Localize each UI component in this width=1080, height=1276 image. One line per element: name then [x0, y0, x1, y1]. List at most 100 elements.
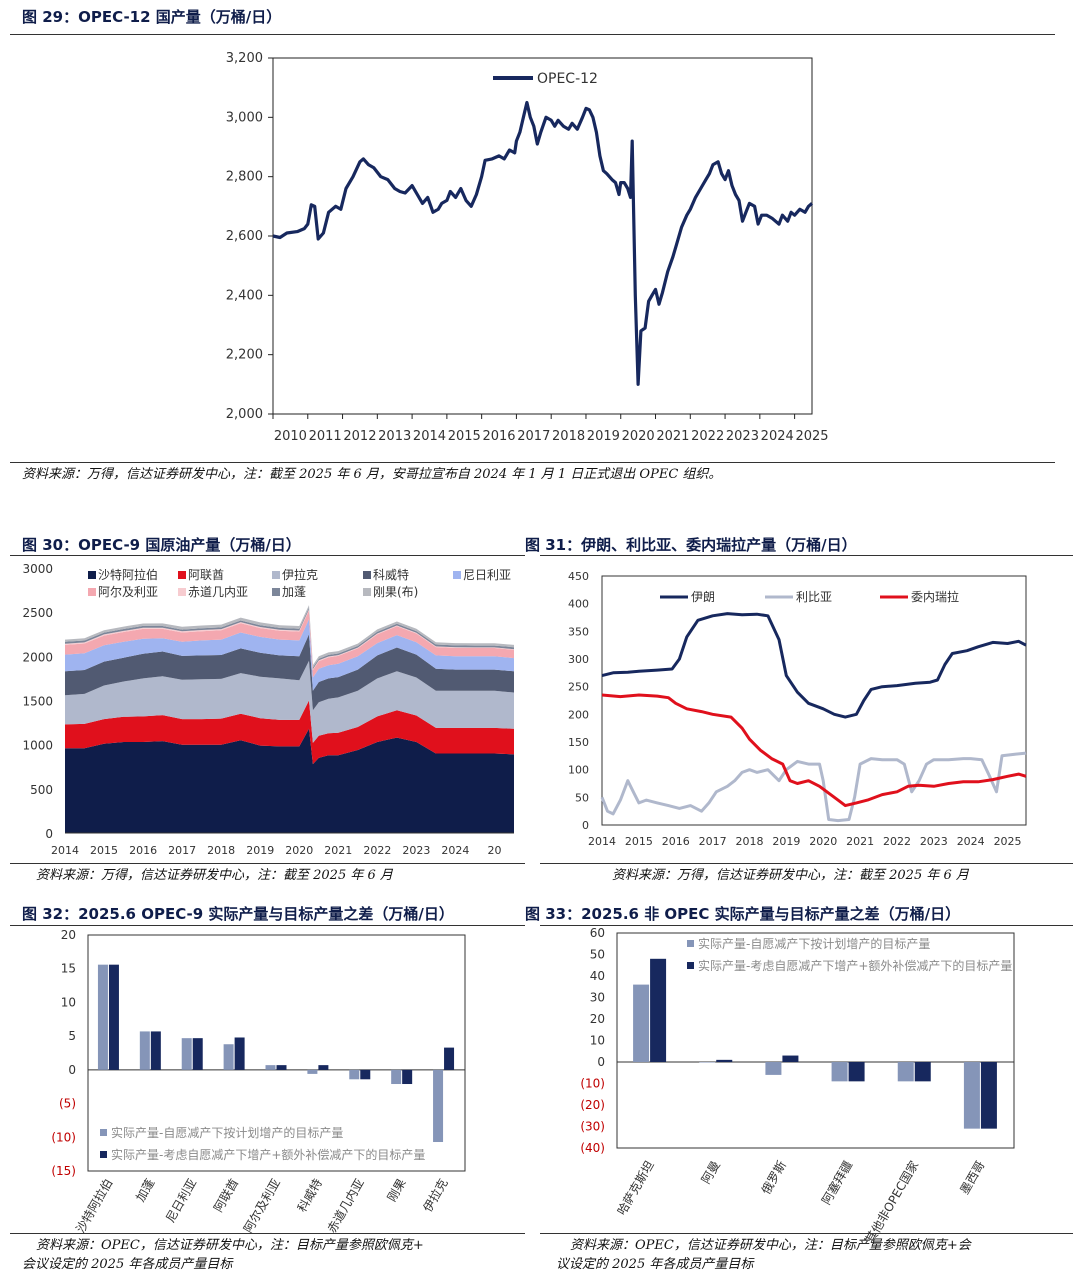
category-label: 阿联酋	[210, 1176, 241, 1215]
x-tick-label: 2021	[846, 835, 874, 848]
fig30-source: 资料来源：万得，信达证券研发中心，注：截至 2025 年 6 月	[36, 868, 393, 883]
plot-frame	[616, 932, 1015, 1149]
bar-0-5	[963, 1062, 980, 1129]
x-tick-label: 2024	[441, 844, 469, 857]
x-tick-label: 2016	[482, 429, 515, 444]
legend-label: 伊拉克	[282, 567, 318, 582]
bar-1-1	[716, 1059, 733, 1062]
legend-swatch	[178, 588, 186, 596]
category-label: 加蓬	[133, 1176, 157, 1204]
fig31-source: 资料来源：万得，信达证券研发中心，注：截至 2025 年 6 月	[612, 868, 969, 883]
y-tick-label: 0	[597, 1055, 605, 1069]
category-label: 科威特	[294, 1176, 325, 1215]
x-tick-label: 2023	[402, 844, 430, 857]
y-tick-label: 2,200	[226, 348, 263, 363]
legend-label: 阿联酋	[188, 567, 224, 582]
x-tick-label: 2023	[920, 835, 948, 848]
legend-swatch	[453, 571, 461, 579]
y-tick-label: 2000	[22, 650, 53, 664]
category-label: 尼日利亚	[163, 1176, 199, 1225]
x-tick-label: 2017	[699, 835, 727, 848]
bar-1-6	[360, 1069, 371, 1080]
bar-0-4	[897, 1062, 914, 1082]
plot-frame	[601, 575, 1027, 826]
y-tick-label: 20	[61, 928, 76, 942]
y-tick-label: 1000	[22, 739, 53, 753]
category-label: 沙特阿拉伯	[73, 1176, 116, 1235]
x-tick-label: 2020	[622, 429, 655, 444]
legend-swatch	[88, 588, 96, 596]
x-tick-label: 2024	[957, 835, 985, 848]
fig33-source-line1: 资料来源：OPEC，信达证券研发中心，注：目标产量参照欧佩克+会	[570, 1238, 971, 1253]
x-tick-label: 2011	[309, 429, 342, 444]
bar-0-4	[265, 1065, 276, 1070]
x-tick-label: 2018	[207, 844, 235, 857]
fig32-source-line1: 资料来源：OPEC，信达证券研发中心，注：目标产量参照欧佩克+	[36, 1238, 424, 1253]
x-tick-label: 2017	[168, 844, 196, 857]
legend-label: 伊朗	[691, 590, 715, 604]
bar-0-1	[699, 1062, 716, 1063]
fig29-title: 图 29：OPEC-12 国产量（万桶/日）	[22, 8, 282, 26]
y-tick-label: 50	[590, 948, 605, 962]
fig29-source: 资料来源：万得，信达证券研发中心，注：截至 2025 年 6 月，安哥拉宣布自 …	[22, 467, 722, 482]
y-tick-label: 5	[68, 1029, 76, 1043]
bar-0-6	[349, 1069, 360, 1080]
x-tick-label: 2014	[51, 844, 79, 857]
y-tick-label: 50	[575, 791, 589, 804]
fig33-chart: 60 50 40 30 20 10 0 (10) (20) (30) (40) 哈萨克斯坦 阿曼 俄罗斯阿…	[580, 926, 1015, 1246]
x-tick-label: 2018	[552, 429, 585, 444]
y-tick-label: 40	[590, 969, 605, 983]
y-tick-label: 500	[30, 783, 53, 797]
y-tick-label: (30)	[580, 1120, 605, 1134]
fig33-title: 图 33：2025.6 非 OPEC 实际产量与目标产量之差（万桶/日）	[525, 905, 961, 923]
y-tick-label: (10)	[51, 1130, 76, 1144]
bar-0-7	[391, 1069, 402, 1085]
fig32-title-rule	[10, 925, 525, 926]
fig30-title-rule	[10, 555, 525, 556]
x-tick-label: 2017	[517, 429, 550, 444]
x-tick-label: 2012	[343, 429, 376, 444]
y-tick-label: 2500	[22, 606, 53, 620]
area-series-0	[65, 728, 514, 833]
fig30-title: 图 30：OPEC-9 国原油产量（万桶/日）	[22, 536, 301, 554]
fig31-chart: 0 50 100 150 200 250 300 350 400 450 2014 2015 2016 2…	[568, 570, 1027, 848]
fig29-title-rule	[10, 34, 1055, 35]
y-tick-label: 10	[61, 995, 76, 1009]
bar-0-2	[765, 1062, 782, 1075]
legend-swatch	[100, 1151, 107, 1158]
series-line-2	[601, 693, 1027, 808]
bar-1-5	[318, 1065, 329, 1070]
x-tick-label: 2018	[735, 835, 763, 848]
x-tick-label: 2021	[656, 429, 689, 444]
legend-swatch	[687, 940, 694, 947]
x-tick-label: 2019	[772, 835, 800, 848]
x-tick-label: 2020	[809, 835, 837, 848]
y-tick-label: 300	[568, 653, 589, 666]
bar-1-3	[848, 1062, 865, 1082]
legend-label-opec12: OPEC-12	[537, 71, 598, 87]
legend-swatch	[272, 588, 280, 596]
x-tick-label: 2021	[324, 844, 352, 857]
bar-0-8	[433, 1069, 444, 1143]
bar-1-0	[108, 964, 119, 1070]
legend-label: 沙特阿拉伯	[98, 567, 158, 582]
x-tick-label: 2016	[129, 844, 157, 857]
y-tick-label: 3,200	[226, 51, 263, 66]
fig33-source-line2: 议设定的 2025 年各成员产量目标	[556, 1257, 754, 1272]
category-label: 阿塞拜疆	[818, 1158, 855, 1207]
y-tick-label: 250	[568, 681, 589, 694]
bar-0-0	[633, 984, 650, 1062]
fig32-title: 图 32：2025.6 OPEC-9 实际产量与目标产量之差（万桶/日）	[22, 905, 454, 923]
y-tick-label: 2,000	[226, 407, 263, 422]
x-tick-label: 2022	[363, 844, 391, 857]
bar-1-7	[402, 1069, 413, 1085]
legend-label: 阿尔及利亚	[98, 584, 158, 599]
y-tick-label: 0	[45, 827, 53, 841]
y-tick-label: 350	[568, 625, 589, 638]
series-line-opec12	[272, 100, 814, 386]
legend-label: 实际产量-自愿减产下按计划增产的目标产量	[698, 936, 930, 951]
x-tick-label: 2016	[662, 835, 690, 848]
category-label: 阿曼	[699, 1159, 723, 1187]
category-label: 墨西哥	[957, 1159, 987, 1197]
fig31-title: 图 31：伊朗、利比亚、委内瑞拉产量（万桶/日）	[525, 536, 857, 554]
